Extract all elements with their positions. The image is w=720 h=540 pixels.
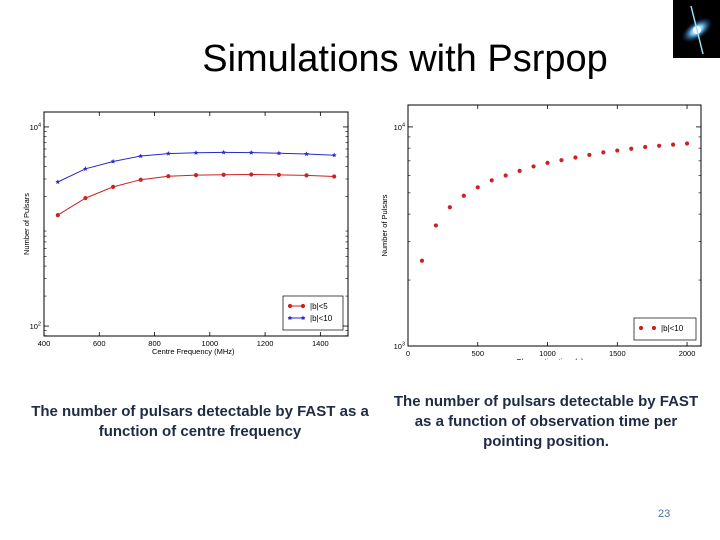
legend-marker [287, 315, 293, 321]
data-point [304, 173, 309, 178]
legend-label: |b|<5 [310, 302, 328, 311]
data-point [573, 155, 578, 160]
data-point [332, 174, 337, 179]
slide-title: Simulations with Psrpop [202, 38, 608, 80]
data-point [503, 173, 508, 178]
x-axis-label: Centre Frequency (MHz) [152, 347, 235, 356]
data-point [166, 174, 171, 179]
data-point [643, 144, 648, 150]
data-point [83, 195, 88, 201]
data-point [684, 141, 690, 146]
x-tick-label: 1000 [201, 339, 218, 348]
legend-box [633, 317, 697, 341]
data-point [531, 164, 536, 169]
x-tick-label: 2000 [679, 349, 696, 358]
data-point [165, 150, 171, 156]
legend: |b|<10 [633, 317, 697, 341]
data-point [276, 172, 282, 177]
data-point [447, 205, 452, 210]
legend-marker [300, 303, 306, 309]
y-tick-label: 103 [394, 342, 405, 352]
data-point [193, 150, 199, 155]
caption-frequency: The number of pulsars detectable by FAST… [31, 403, 369, 440]
caption-observation-time: The number of pulsars detectable by FAST… [393, 393, 699, 450]
y-axis-label: Number of Pulsars [380, 194, 389, 256]
x-tick-label: 500 [472, 349, 485, 358]
plot-frame [407, 104, 702, 347]
legend-marker [287, 303, 293, 309]
page-number: 23 [658, 508, 671, 520]
data-point [249, 172, 254, 177]
series-1 [55, 149, 337, 185]
legend-label: |b|<10 [310, 314, 333, 323]
data-point [82, 166, 88, 171]
legend: |b|<5 |b|<10 [282, 295, 344, 331]
series-0 [419, 141, 690, 263]
data-point [433, 223, 439, 228]
data-point [601, 150, 606, 155]
x-tick-label: 600 [93, 339, 106, 348]
x-tick-label: 400 [38, 339, 51, 348]
data-point [138, 153, 144, 159]
data-point [193, 173, 199, 178]
legend-marker [300, 315, 306, 321]
data-point [110, 184, 116, 189]
data-point [489, 178, 494, 183]
data-point [670, 142, 676, 147]
data-point [110, 158, 116, 164]
x-tick-label: 800 [148, 339, 161, 348]
data-point [559, 158, 564, 163]
galaxy-icon [673, 0, 720, 58]
observation-time-chart: 0 500 1000 1500 2000 104 103 Observation time (… [376, 100, 708, 366]
data-point [221, 149, 227, 155]
y-tick-label: 102 [30, 322, 41, 332]
legend-box [282, 295, 344, 331]
data-point [629, 146, 634, 151]
data-point [138, 177, 143, 182]
legend-marker [638, 325, 644, 331]
y-tick-label: 104 [394, 122, 405, 132]
data-point [248, 150, 254, 155]
y-tick-label: 104 [30, 122, 41, 132]
data-point [545, 160, 550, 166]
data-point [276, 150, 282, 156]
legend-marker [651, 325, 657, 331]
data-point [475, 185, 480, 190]
data-point [517, 168, 522, 173]
x-tick-label: 1000 [539, 349, 556, 358]
data-point [419, 258, 425, 263]
x-tick-label: 1500 [609, 349, 626, 358]
data-point [304, 151, 310, 157]
x-tick-label: 1200 [257, 339, 274, 348]
data-point [461, 193, 466, 198]
x-tick-label: 1400 [312, 339, 329, 348]
data-point [55, 179, 61, 185]
data-point [55, 213, 60, 218]
frequency-chart: 400 600 800 1000 1200 1400 104 102 Centre Freque… [20, 100, 352, 360]
data-point [657, 143, 662, 148]
x-axis-label: Observation time (s) [516, 357, 584, 360]
y-axis-label: Number of Pulsars [22, 193, 31, 255]
legend-label: |b|<10 [661, 324, 684, 333]
data-point [331, 152, 337, 158]
x-tick-label: 0 [406, 349, 410, 358]
series-0 [55, 172, 337, 218]
data-point [587, 152, 592, 158]
data-point [221, 172, 226, 177]
data-point [615, 148, 620, 153]
